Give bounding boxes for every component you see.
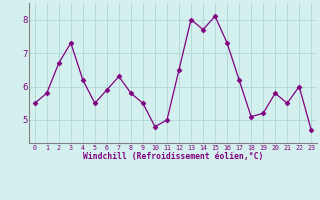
X-axis label: Windchill (Refroidissement éolien,°C): Windchill (Refroidissement éolien,°C) xyxy=(83,152,263,161)
